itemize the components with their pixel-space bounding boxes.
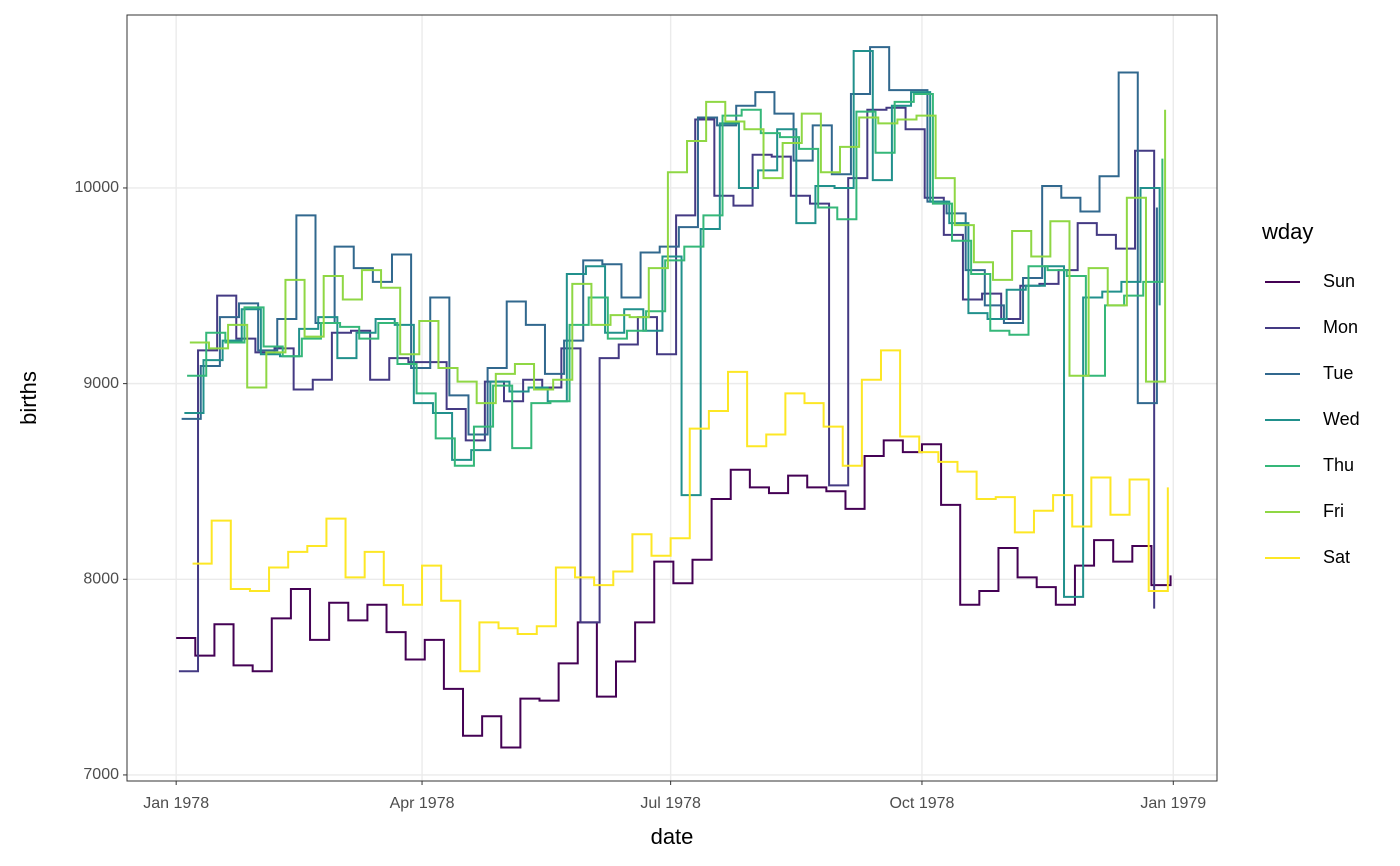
series-line [176, 439, 1172, 749]
legend-label: Thu [1323, 455, 1354, 475]
legend-label: Wed [1323, 409, 1360, 429]
series-line [184, 50, 1161, 598]
series-line [192, 349, 1169, 673]
series-line [181, 46, 1158, 436]
y-tick-label: 7000 [83, 766, 119, 783]
legend-label: Sun [1323, 271, 1355, 291]
x-tick-label: Apr 1978 [390, 795, 455, 812]
x-tick-label: Jan 1979 [1140, 795, 1206, 812]
legend-label: Sat [1323, 547, 1350, 567]
legend-label: Fri [1323, 501, 1344, 521]
y-axis-title: births [16, 371, 41, 425]
y-tick-label: 10000 [75, 179, 120, 196]
series-line [178, 106, 1156, 673]
legend-label: Tue [1323, 363, 1353, 383]
y-tick-label: 8000 [83, 570, 119, 587]
legend-label: Mon [1323, 317, 1358, 337]
series-line [189, 100, 1167, 405]
series-line [187, 93, 1164, 467]
legend-title: wday [1261, 219, 1313, 244]
panel-border [126, 14, 1218, 782]
x-tick-label: Oct 1978 [889, 795, 954, 812]
x-tick-label: Jul 1978 [640, 795, 701, 812]
y-tick-label: 9000 [83, 375, 119, 392]
x-axis-title: date [651, 824, 694, 849]
x-tick-label: Jan 1978 [143, 795, 209, 812]
